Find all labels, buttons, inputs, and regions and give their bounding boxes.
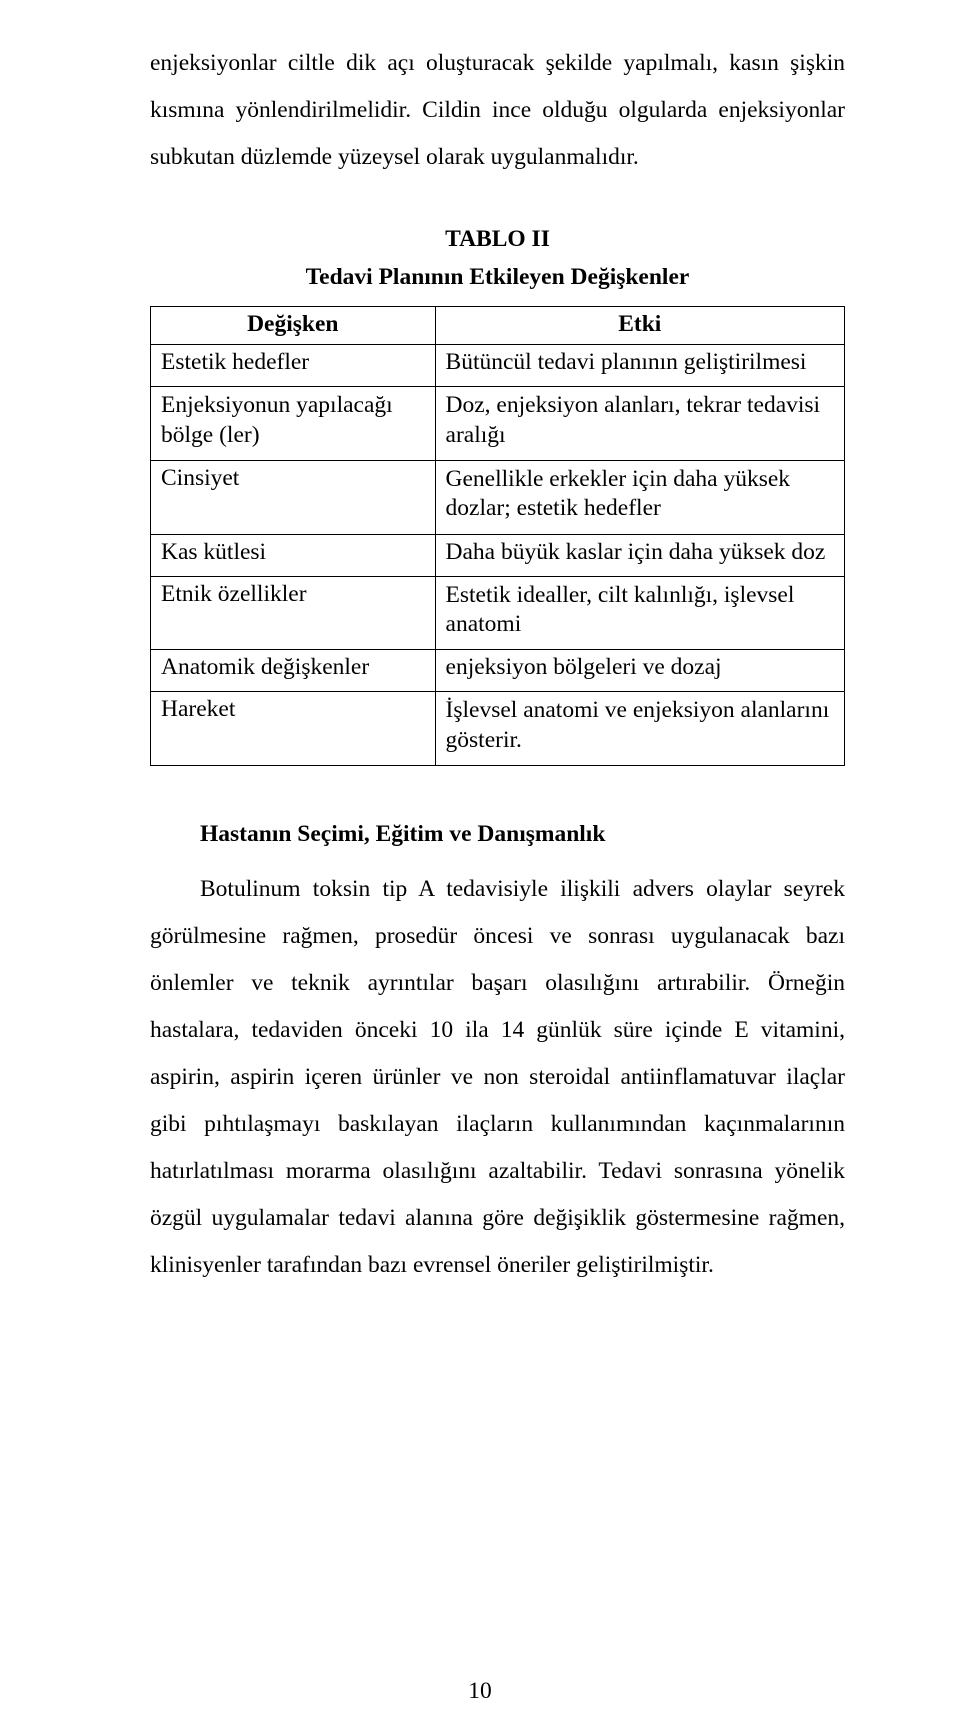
table-row: Etnik özellikler Estetik idealler, cilt … — [151, 576, 845, 650]
cell-variable: Etnik özellikler — [151, 576, 436, 650]
cell-variable: Kas kütlesi — [151, 534, 436, 576]
cell-effect: enjeksiyon bölgeleri ve dozaj — [435, 650, 844, 692]
table-number: TABLO II — [150, 221, 845, 259]
cell-effect: Doz, enjeksiyon alanları, tekrar tedavis… — [435, 387, 844, 461]
table-row: Cinsiyet Genellikle erkekler için daha y… — [151, 460, 845, 534]
page-number: 10 — [0, 1678, 960, 1705]
table-row: Kas kütlesi Daha büyük kaslar için daha … — [151, 534, 845, 576]
cell-variable: Estetik hedefler — [151, 345, 436, 387]
body-paragraph: Botulinum toksin tip A tedavisiyle ilişk… — [150, 866, 845, 1289]
page: enjeksiyonlar ciltle dik açı oluşturacak… — [0, 0, 960, 1725]
cell-variable: Cinsiyet — [151, 460, 436, 534]
cell-variable: Hareket — [151, 692, 436, 766]
col-header-variable: Değişken — [151, 307, 436, 345]
intro-paragraph: enjeksiyonlar ciltle dik açı oluşturacak… — [150, 40, 845, 181]
col-header-effect: Etki — [435, 307, 844, 345]
cell-effect: Bütüncül tedavi planının geliştirilmesi — [435, 345, 844, 387]
table-caption: Tedavi Planının Etkileyen Değişkenler — [150, 259, 845, 297]
section-heading-text: Hastanın Seçimi, Eğitim ve Danışmanlık — [200, 821, 605, 847]
cell-effect: Estetik idealler, cilt kalınlığı, işlevs… — [435, 576, 844, 650]
variables-table: Değişken Etki Estetik hedefler Bütüncül … — [150, 306, 845, 766]
body-text: Botulinum toksin tip A tedavisiyle ilişk… — [150, 876, 845, 1278]
cell-variable: Enjeksiyonun yapılacağı bölge (ler) — [151, 387, 436, 461]
table-row: Enjeksiyonun yapılacağı bölge (ler) Doz,… — [151, 387, 845, 461]
cell-effect: İşlevsel anatomi ve enjeksiyon alanların… — [435, 692, 844, 766]
table-row: Anatomik değişkenler enjeksiyon bölgeler… — [151, 650, 845, 692]
section-heading: Hastanın Seçimi, Eğitim ve Danışmanlık — [150, 821, 845, 848]
table-header-row: Değişken Etki — [151, 307, 845, 345]
cell-effect: Genellikle erkekler için daha yüksek doz… — [435, 460, 844, 534]
intro-text: enjeksiyonlar ciltle dik açı oluşturacak… — [150, 50, 845, 170]
table-row: Estetik hedefler Bütüncül tedavi planını… — [151, 345, 845, 387]
cell-effect: Daha büyük kaslar için daha yüksek doz — [435, 534, 844, 576]
cell-variable: Anatomik değişkenler — [151, 650, 436, 692]
table-row: Hareket İşlevsel anatomi ve enjeksiyon a… — [151, 692, 845, 766]
table-heading-block: TABLO II Tedavi Planının Etkileyen Değiş… — [150, 221, 845, 296]
